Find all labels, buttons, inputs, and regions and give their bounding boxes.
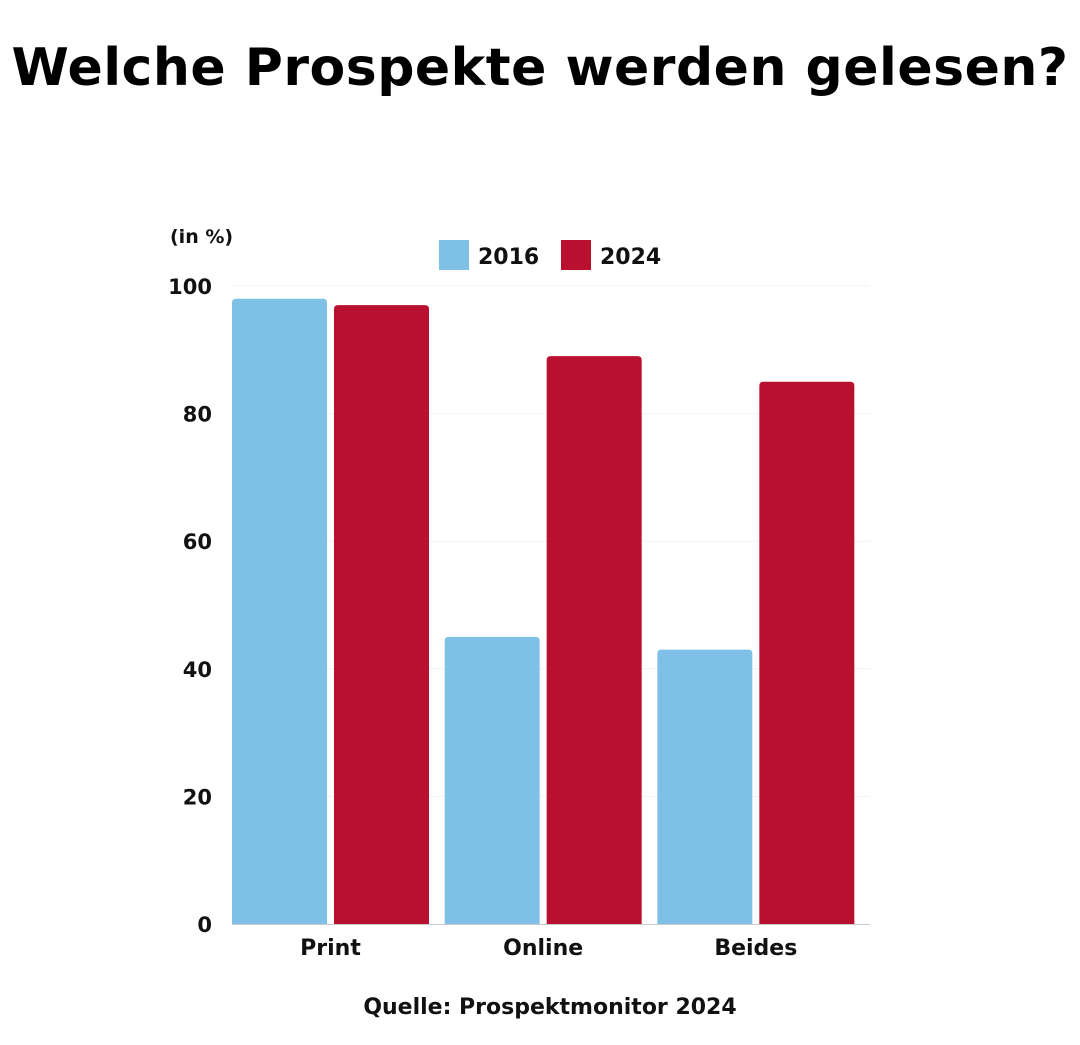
- x-tick-label: Online: [503, 936, 583, 961]
- axes: 0 20 40 60 80 100 Print Online Beides: [168, 275, 870, 961]
- bar-2024-online: [546, 356, 642, 924]
- x-tick-label: Beides: [714, 936, 797, 961]
- bar-2024-beides: [759, 381, 855, 924]
- y-tick-label: 80: [183, 403, 212, 427]
- source-label: Quelle: Prospektmonitor 2024: [363, 995, 736, 1020]
- x-tick-label: Print: [300, 936, 361, 961]
- bars: [232, 298, 855, 924]
- legend-swatch-2024: [561, 240, 591, 270]
- y-tick-label: 100: [168, 275, 212, 299]
- legend-label-2016: 2016: [478, 245, 539, 270]
- bar-2016-print: [232, 298, 327, 924]
- y-tick-label: 60: [183, 530, 212, 554]
- bar-2016-online: [444, 636, 540, 924]
- legend-label-2024: 2024: [600, 245, 661, 270]
- y-tick-label: 0: [197, 913, 212, 937]
- y-tick-label: 20: [183, 785, 212, 809]
- legend-swatch-2016: [439, 240, 469, 270]
- bar-2024-print: [334, 305, 429, 924]
- unit-label: (in %): [170, 226, 233, 248]
- chart-title: Welche Prospekte werden gelesen?: [11, 38, 1069, 98]
- y-tick-label: 40: [183, 658, 212, 682]
- bar-2016-beides: [657, 649, 753, 924]
- legend: 2016 2024: [439, 240, 661, 270]
